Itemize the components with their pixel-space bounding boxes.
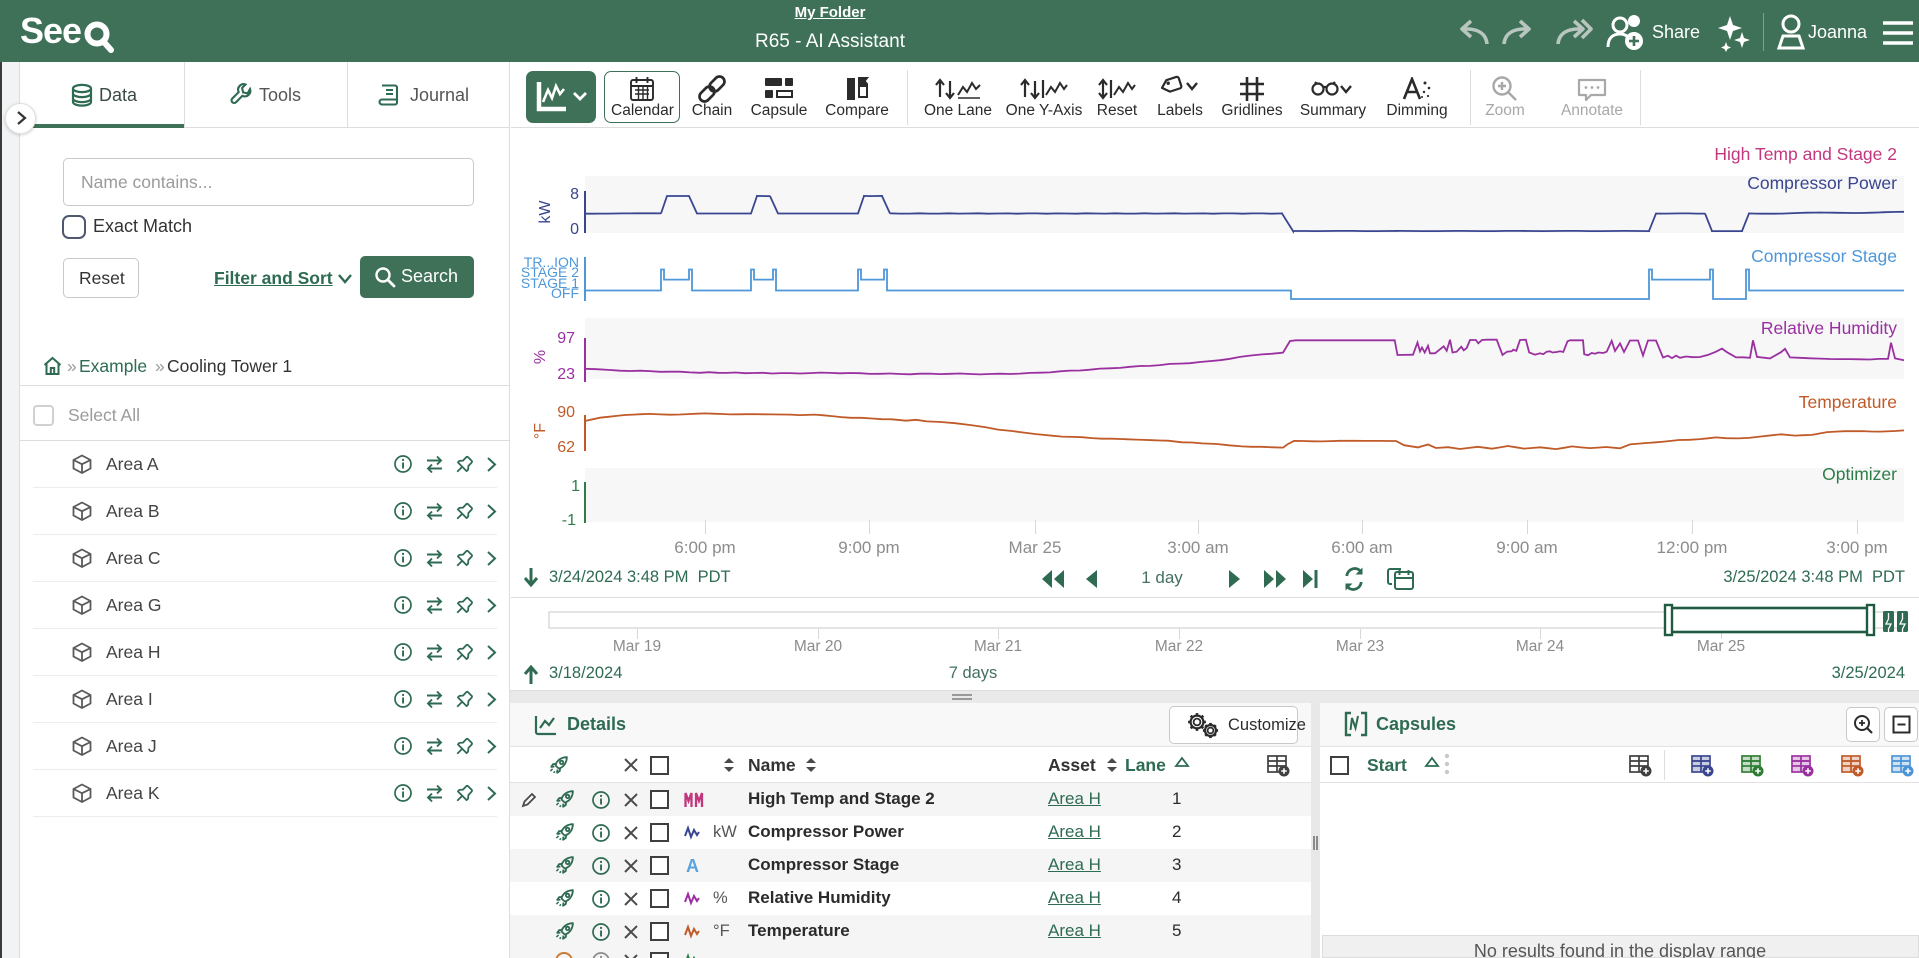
- svg-text:A: A: [686, 857, 699, 875]
- svg-text:See: See: [20, 12, 81, 51]
